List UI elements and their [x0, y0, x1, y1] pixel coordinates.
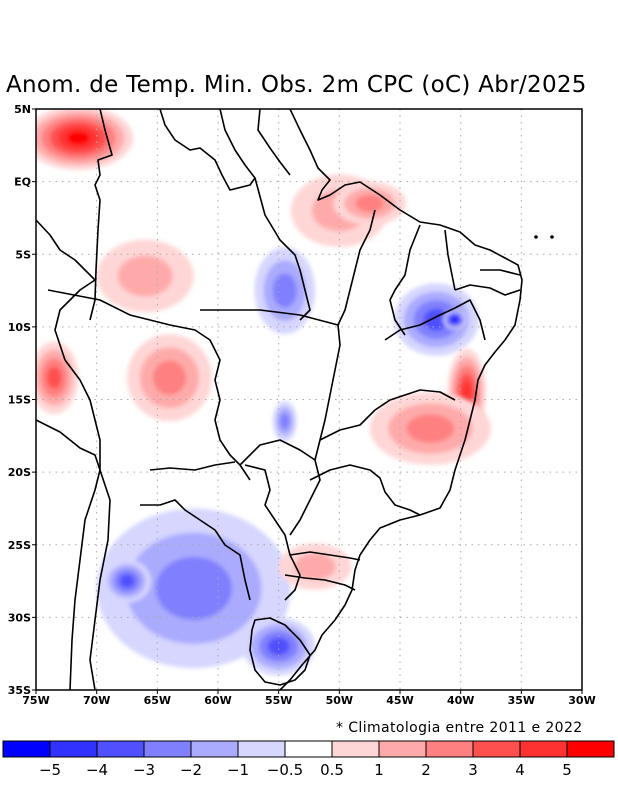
colorbar-label: −3 [133, 761, 155, 779]
colorbar-labels: −5 −4 −3 −2 −1 −0.5 0.5 1 2 3 4 5 [39, 761, 572, 779]
contour-level [406, 414, 454, 443]
contour-level [280, 413, 290, 429]
colorbar-label: −0.5 [267, 761, 303, 779]
lon-tick-label: 30W [568, 694, 595, 707]
colorbar-box [285, 741, 332, 757]
colorbar-label: −1 [227, 761, 249, 779]
contour-level [67, 131, 90, 144]
lon-tick-label: 75W [22, 694, 49, 707]
contour-level [118, 256, 173, 297]
anomaly-region-rondonia-warm [127, 334, 212, 421]
lon-tick-label: 60W [204, 694, 231, 707]
colorbar-label: 2 [421, 761, 431, 779]
colorbar-box [97, 741, 144, 757]
lat-tick-label: 5N [14, 103, 31, 116]
colorbar-label: −5 [39, 761, 61, 779]
lon-tick-label: 40W [447, 694, 474, 707]
anomaly-region-amazon-west-warm [97, 240, 194, 313]
colorbar-label: 5 [562, 761, 572, 779]
contour-level [268, 638, 290, 656]
lon-tick-label: 65W [144, 694, 171, 707]
lon-tick-label: 70W [83, 694, 110, 707]
colorbar-box [332, 741, 379, 757]
lat-tick-label: 20S [8, 466, 31, 479]
colorbar-box [144, 741, 191, 757]
colorbar-box [3, 741, 50, 757]
anomaly-region-northwest-warm [24, 106, 133, 170]
colorbar-box [473, 741, 520, 757]
contour-level [155, 557, 231, 620]
lon-tick-label: 55W [265, 694, 292, 707]
island-marker [551, 236, 553, 238]
colorbar-label: 0.5 [320, 761, 344, 779]
lat-tick-label: 15S [8, 394, 31, 407]
climatology-note: * Climatologia entre 2011 e 2022 [336, 720, 583, 736]
lat-tick-label: 10S [8, 321, 31, 334]
contour-level [355, 195, 384, 212]
lat-tick-label: 5S [15, 248, 31, 261]
anomaly-region-argentina-cold-core [103, 559, 152, 603]
lon-tick-label: 45W [386, 694, 413, 707]
colorbar-box [191, 741, 238, 757]
contour-level [47, 367, 62, 389]
colorbar-label: −2 [180, 761, 202, 779]
contour-level [294, 553, 335, 579]
colorbar-box [426, 741, 473, 757]
lat-tick-label: 25S [8, 539, 31, 552]
colorbar-box [520, 741, 567, 757]
contour-level [273, 273, 297, 307]
colorbar-label: 1 [374, 761, 384, 779]
island-marker [535, 236, 537, 238]
anomaly-region-goias-cold [273, 401, 297, 442]
anomaly-region-minas-warm [370, 392, 491, 465]
colorbar-box [50, 741, 97, 757]
colorbar-boxes [3, 741, 614, 757]
lon-tick-label: 35W [508, 694, 535, 707]
colorbar-box [379, 741, 426, 757]
colorbar-box [238, 741, 285, 757]
contour-level [120, 574, 135, 587]
colorbar-box [567, 741, 614, 757]
anomaly-region-para-central-cold [254, 247, 315, 334]
colorbar-label: −4 [86, 761, 108, 779]
contour-level [452, 318, 457, 322]
colorbar-label: 3 [468, 761, 478, 779]
lon-tick-label: 50W [326, 694, 353, 707]
anomaly-region-bolivia-warm [30, 341, 79, 414]
colorbar-label: 4 [515, 761, 525, 779]
lat-tick-label: EQ [14, 176, 31, 189]
lat-tick-label: 30S [8, 611, 31, 624]
